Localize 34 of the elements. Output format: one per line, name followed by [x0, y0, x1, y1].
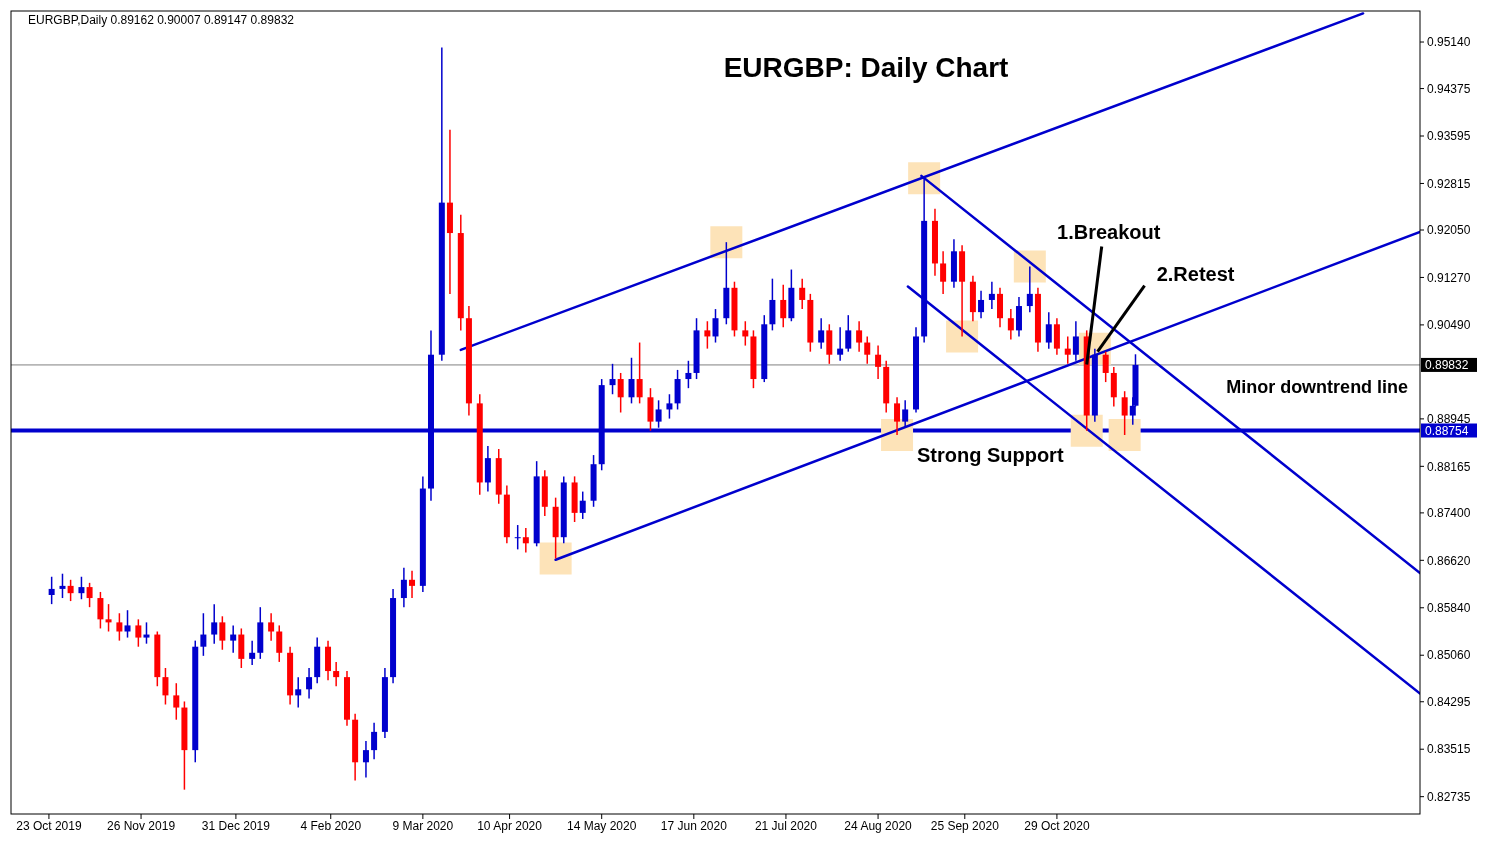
y-tick-label: 0.85840 [1427, 600, 1471, 615]
annotation: Strong Support [916, 444, 1064, 467]
x-tick-label: 14 May 2020 [567, 818, 637, 833]
annotation: 1.Breakout [1057, 221, 1161, 244]
y-tick-label: 0.90490 [1427, 318, 1471, 333]
annotation: Minor downtrend line [1226, 377, 1409, 398]
x-tick-label: 17 Jun 2020 [660, 818, 728, 833]
y-tick-label: 0.85060 [1427, 648, 1471, 663]
x-tick-label: 24 Aug 2020 [844, 818, 913, 833]
y-tick-label: 0.91270 [1427, 270, 1471, 285]
y-tick-label: 0.88165 [1427, 459, 1471, 474]
ref-line-label: 0.89832 [1425, 358, 1469, 373]
text: EURGBP: Daily Chart [723, 52, 1009, 83]
x-tick-label: 23 Oct 2019 [16, 818, 82, 833]
x-tick-label: 4 Feb 2020 [300, 818, 362, 833]
y-tick-label: 0.86620 [1427, 553, 1471, 568]
chart-subtitle: EURGBP,Daily 0.89162 0.90007 0.89147 0.89832 [28, 13, 295, 27]
x-tick-label: 31 Dec 2019 [201, 818, 271, 833]
y-tick-label: 0.93595 [1427, 129, 1471, 144]
annotation: 2.Retest [1156, 262, 1235, 285]
x-tick-label: 26 Nov 2019 [107, 818, 176, 833]
x-tick-label: 10 Apr 2020 [477, 818, 543, 833]
x-tick-label: 21 Jul 2020 [754, 818, 818, 833]
y-tick-label: 0.82735 [1427, 789, 1471, 804]
y-tick-label: 0.95140 [1427, 35, 1471, 50]
y-tick-label: 0.84295 [1427, 694, 1471, 709]
x-tick-label: 29 Oct 2020 [1024, 818, 1090, 833]
y-tick-label: 0.94375 [1427, 81, 1471, 96]
x-tick-label: 9 Mar 2020 [392, 818, 454, 833]
y-tick-label: 0.83515 [1427, 742, 1471, 757]
y-tick-label: 0.92815 [1427, 176, 1471, 191]
y-tick-label: 0.92050 [1427, 223, 1471, 238]
x-tick-label: 25 Sep 2020 [930, 818, 1000, 833]
y-tick-label: 0.87400 [1427, 506, 1471, 521]
